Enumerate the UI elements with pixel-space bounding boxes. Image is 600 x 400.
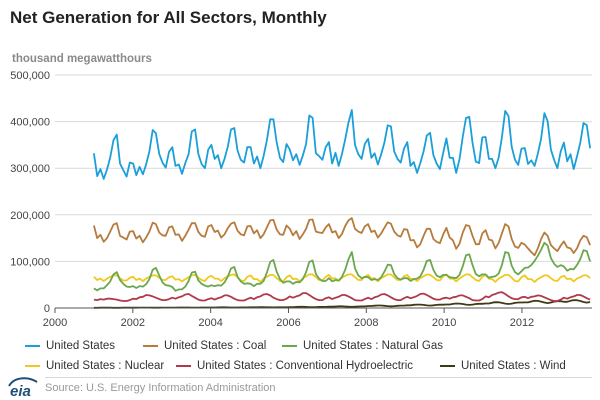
y-tick-label: 200,000 xyxy=(10,210,50,222)
legend-item[interactable]: United States : Coal xyxy=(143,340,282,352)
series-lines xyxy=(93,109,591,309)
legend-label: United States : Wind xyxy=(461,360,566,372)
x-tick-label: 2002 xyxy=(121,317,145,329)
series-line-2[interactable] xyxy=(93,241,591,292)
y-tick-label: 100,000 xyxy=(10,256,50,268)
legend-swatch xyxy=(440,365,455,367)
legend-item[interactable]: United States xyxy=(25,340,143,352)
legend-swatch xyxy=(25,365,40,367)
gridlines xyxy=(55,74,592,262)
legend-label: United States : Coal xyxy=(164,340,267,352)
x-tick-label: 2000 xyxy=(43,317,67,329)
legend-swatch xyxy=(143,345,158,347)
x-tick-label: 2006 xyxy=(276,317,300,329)
eia-logo-icon: eia xyxy=(8,377,38,399)
page-title: Net Generation for All Sectors, Monthly xyxy=(10,8,327,27)
legend-swatch xyxy=(25,345,40,347)
series-line-1[interactable] xyxy=(93,217,591,257)
footer-divider xyxy=(45,377,592,378)
series-line-0[interactable] xyxy=(93,109,591,180)
series-line-4[interactable] xyxy=(93,291,591,302)
legend-item[interactable]: United States : Natural Gas xyxy=(282,340,443,352)
y-tick-label: 500,000 xyxy=(10,70,50,82)
legend-label: United States xyxy=(46,340,116,352)
legend-item[interactable]: United States : Wind xyxy=(440,360,566,372)
legend-label: United States : Nuclear xyxy=(46,360,165,372)
source-note: Source: U.S. Energy Information Administ… xyxy=(45,382,276,394)
legend-item[interactable]: United States : Nuclear xyxy=(25,360,176,372)
legend-item[interactable]: United States : Conventional Hydroelectr… xyxy=(176,360,440,372)
y-tick-label: 400,000 xyxy=(10,117,50,129)
x-tick-label: 2004 xyxy=(198,317,222,329)
svg-text:eia: eia xyxy=(10,383,31,399)
y-tick-label: 300,000 xyxy=(10,163,50,175)
legend-row: United States United States : Coal Unite… xyxy=(25,336,595,356)
axes: 0 100,000 200,000 300,000 400,000 500,000 2000… xyxy=(10,70,592,329)
legend-swatch xyxy=(176,365,191,367)
y-axis-unit-label: thousand megawatthours xyxy=(12,53,152,65)
legend-row: United States : Nuclear United States : … xyxy=(25,356,595,376)
chart-legend: United States United States : Coal Unite… xyxy=(25,336,595,376)
legend-label: United States : Conventional Hydroelectr… xyxy=(197,360,414,372)
x-tick-label: 2008 xyxy=(354,317,378,329)
series-line-5[interactable] xyxy=(93,299,591,309)
legend-label: United States : Natural Gas xyxy=(303,340,443,352)
x-tick-label: 2010 xyxy=(432,317,456,329)
x-tick-label: 2012 xyxy=(510,317,534,329)
legend-swatch xyxy=(282,345,297,347)
y-tick-label: 0 xyxy=(44,303,50,315)
